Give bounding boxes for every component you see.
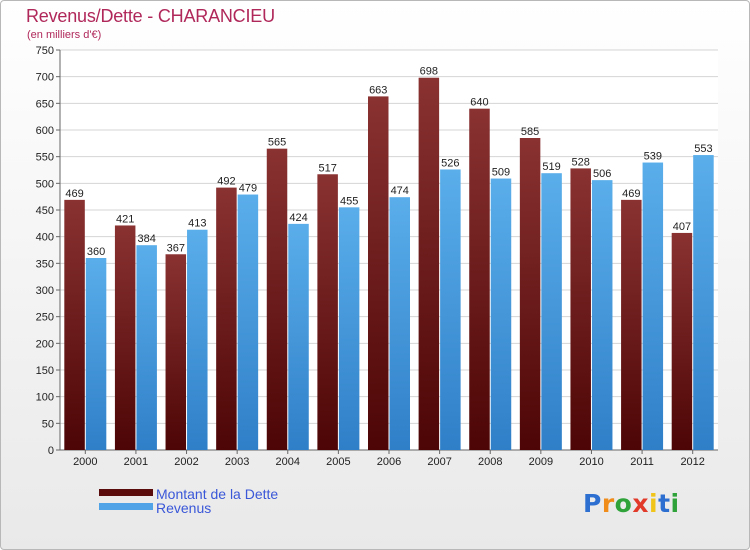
label-revenus-2012: 553 [694, 143, 712, 155]
label-revenus-2007: 526 [441, 157, 459, 169]
bar-revenus-2010 [591, 180, 613, 450]
bar-dette-2006 [368, 96, 389, 451]
label-revenus-2010: 506 [593, 168, 611, 180]
chart-subtitle: (en milliers d'€) [27, 29, 102, 41]
bar-dette-2001 [114, 225, 136, 450]
bar-revenus-2007 [440, 169, 461, 450]
bar-revenus-2008 [490, 178, 512, 451]
x-tick-label-2004: 2004 [276, 456, 300, 468]
bar-dette-2007 [418, 77, 440, 450]
label-revenus-2002: 413 [188, 218, 206, 230]
label-revenus-2004: 424 [289, 212, 307, 224]
legend-label-dette: Montant de la Dette [156, 486, 279, 502]
y-tick-label: 350 [36, 258, 54, 270]
label-revenus-2006: 474 [391, 185, 409, 197]
label-revenus-2001: 384 [137, 233, 155, 245]
logo-letter: i [649, 489, 659, 518]
y-tick-label: 300 [36, 285, 54, 297]
bar-revenus-2001 [136, 245, 157, 450]
chart-title: Revenus/Dette - CHARANCIEU [26, 6, 275, 26]
label-dette-2012: 407 [673, 221, 691, 233]
y-tick-label: 50 [42, 418, 54, 430]
plot-area [60, 50, 718, 450]
bar-dette-2012 [671, 232, 693, 450]
logo-letter: P [583, 489, 602, 518]
bar-revenus-2011 [642, 162, 664, 451]
bar-revenus-2006 [389, 197, 410, 450]
bar-dette-2005 [317, 174, 338, 450]
y-tick-label: 650 [36, 98, 54, 110]
x-tick-label-2012: 2012 [680, 456, 704, 468]
proxiti-logo: Proxiti [583, 489, 680, 518]
label-dette-2008: 640 [470, 97, 488, 109]
bar-revenus-2004 [288, 223, 309, 450]
logo-letter: x [632, 489, 649, 518]
bar-dette-2003 [216, 187, 237, 450]
bar-revenus-2012 [693, 155, 714, 451]
bar-dette-2010 [570, 168, 591, 450]
y-tick-label: 150 [36, 365, 54, 377]
x-tick-label-2002: 2002 [174, 456, 198, 468]
y-tick-label: 750 [36, 45, 54, 57]
x-tick-label-2008: 2008 [478, 456, 502, 468]
bar-dette-2011 [621, 199, 642, 450]
y-tick-label: 600 [36, 125, 54, 137]
x-tick-label-2009: 2009 [529, 456, 553, 468]
y-tick-label: 500 [36, 178, 54, 190]
bar-dette-2002 [165, 254, 187, 450]
y-tick-label: 100 [36, 392, 54, 404]
y-tick-label: 550 [36, 152, 54, 164]
x-tick-label-2010: 2010 [579, 456, 603, 468]
label-dette-2007: 698 [420, 66, 438, 78]
label-dette-2010: 528 [572, 156, 590, 168]
label-revenus-2005: 455 [340, 195, 358, 207]
bar-dette-2000 [64, 199, 85, 450]
bar-revenus-2002 [187, 229, 208, 450]
label-dette-2011: 469 [622, 188, 640, 200]
x-tick-label-2005: 2005 [326, 456, 350, 468]
label-revenus-2011: 539 [644, 151, 662, 163]
y-tick-label: 700 [36, 72, 54, 84]
label-revenus-2000: 360 [87, 246, 105, 258]
bar-dette-2009 [519, 138, 541, 450]
label-dette-2000: 469 [65, 188, 83, 200]
logo-letter: i [670, 489, 680, 518]
legend-swatch-dette [99, 489, 153, 496]
bar-revenus-2000 [85, 258, 107, 450]
x-tick-label-2000: 2000 [73, 456, 97, 468]
label-dette-2004: 565 [268, 137, 286, 149]
label-dette-2009: 585 [521, 126, 539, 138]
label-dette-2001: 421 [116, 213, 134, 225]
logo-letter: o [614, 489, 633, 518]
label-revenus-2009: 519 [542, 161, 560, 173]
label-dette-2005: 517 [318, 162, 336, 174]
bar-dette-2004 [266, 148, 288, 450]
y-tick-label: 400 [36, 232, 54, 244]
x-tick-label-2011: 2011 [630, 456, 654, 468]
legend-label-revenus: Revenus [156, 500, 212, 516]
x-tick-label-2007: 2007 [427, 456, 451, 468]
y-tick-label: 200 [36, 338, 54, 350]
label-dette-2002: 367 [167, 242, 185, 254]
label-revenus-2008: 509 [492, 167, 510, 179]
legend-swatch-revenus [99, 503, 153, 510]
y-tick-label: 450 [36, 205, 54, 217]
x-tick-label-2001: 2001 [124, 456, 148, 468]
bar-revenus-2003 [237, 194, 259, 450]
bar-revenus-2005 [338, 207, 360, 450]
y-tick-label: 0 [48, 445, 54, 457]
label-dette-2006: 663 [369, 84, 387, 96]
label-dette-2003: 492 [217, 176, 235, 188]
logo-letter: t [658, 489, 671, 518]
logo-letter: r [601, 489, 615, 518]
x-tick-label-2006: 2006 [377, 456, 401, 468]
y-tick-label: 250 [36, 312, 54, 324]
bar-revenus-2009 [541, 173, 562, 450]
x-tick-label-2003: 2003 [225, 456, 249, 468]
label-revenus-2003: 479 [239, 183, 257, 195]
bar-dette-2008 [469, 108, 490, 451]
